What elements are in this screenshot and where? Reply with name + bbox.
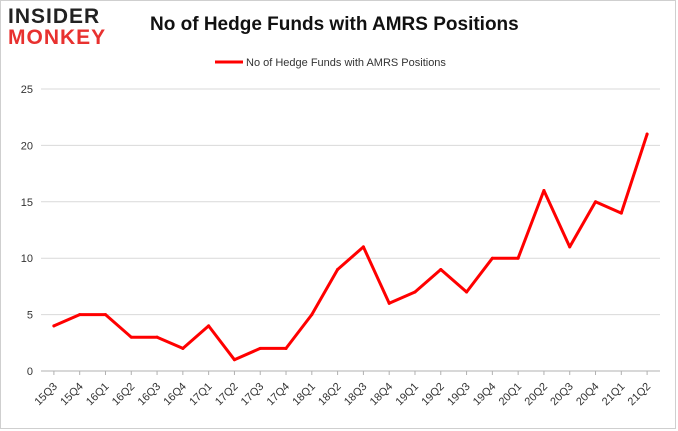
data-point	[336, 267, 340, 271]
data-point	[439, 267, 443, 271]
logo-line-2: MONKEY	[8, 26, 107, 49]
x-tick-label: 18Q2	[316, 381, 344, 409]
data-point	[619, 211, 623, 215]
x-tick-label: 19Q4	[471, 381, 499, 409]
x-tick-label: 15Q3	[32, 381, 60, 409]
data-point	[52, 324, 56, 328]
x-tick-label: 20Q4	[574, 381, 602, 409]
legend-label: No of Hedge Funds with AMRS Positions	[246, 57, 446, 69]
x-tick-label: 21Q2	[626, 381, 654, 409]
x-tick-label: 17Q3	[239, 381, 267, 409]
data-point	[594, 200, 598, 204]
data-point	[310, 313, 314, 317]
x-tick-label: 19Q1	[394, 381, 422, 409]
x-tick-label: 17Q4	[265, 381, 293, 409]
gridlines	[41, 88, 660, 316]
x-tick-label: 21Q1	[600, 381, 628, 409]
x-tick-label: 16Q3	[136, 381, 164, 409]
x-tick-label: 17Q2	[213, 381, 241, 409]
data-point	[78, 313, 82, 317]
data-point	[207, 324, 211, 328]
x-tick-label: 19Q3	[445, 381, 473, 409]
y-tick-label: 20	[21, 140, 33, 152]
y-tick-label: 10	[21, 253, 33, 265]
x-tick-label: 18Q3	[342, 381, 370, 409]
x-tick-label: 16Q2	[110, 381, 138, 409]
x-tick-label: 18Q4	[368, 381, 396, 409]
data-point	[413, 290, 417, 294]
data-point	[361, 245, 365, 249]
data-point	[258, 346, 262, 350]
x-tick-label: 16Q1	[84, 381, 112, 409]
x-tick-label: 17Q1	[187, 381, 215, 409]
series-line	[52, 132, 649, 362]
x-tick-label: 20Q1	[497, 381, 525, 409]
data-point	[568, 245, 572, 249]
legend: No of Hedge Funds with AMRS Positions	[215, 57, 446, 69]
y-tick-label: 15	[21, 197, 33, 209]
data-point	[516, 256, 520, 260]
data-point	[465, 290, 469, 294]
data-point	[181, 346, 185, 350]
x-axis-ticks: 15Q315Q416Q116Q216Q316Q417Q117Q217Q317Q4…	[32, 371, 653, 408]
x-tick-label: 18Q1	[290, 381, 318, 409]
logo-line-1: INSIDER	[8, 5, 101, 28]
data-point	[155, 335, 159, 339]
data-point	[129, 335, 133, 339]
x-tick-label: 20Q3	[548, 381, 576, 409]
insider-monkey-logo: INSIDER MONKEY	[8, 6, 126, 54]
y-tick-label: 5	[27, 310, 33, 322]
x-tick-label: 15Q4	[58, 381, 86, 409]
y-axis-ticks: 0 5 10 15 20 25	[21, 84, 33, 378]
chart-title: No of Hedge Funds with AMRS Positions	[150, 14, 519, 35]
data-point	[490, 256, 494, 260]
x-tick-label: 20Q2	[523, 381, 551, 409]
x-tick-label: 19Q2	[419, 381, 447, 409]
y-tick-label: 25	[21, 84, 33, 96]
data-point	[387, 301, 391, 305]
data-point	[284, 346, 288, 350]
data-point	[645, 132, 649, 136]
data-point	[542, 189, 546, 193]
data-point	[232, 358, 236, 362]
data-point	[103, 313, 107, 317]
series-group	[52, 132, 649, 362]
y-tick-label: 0	[27, 366, 33, 378]
x-tick-label: 16Q4	[161, 381, 189, 409]
